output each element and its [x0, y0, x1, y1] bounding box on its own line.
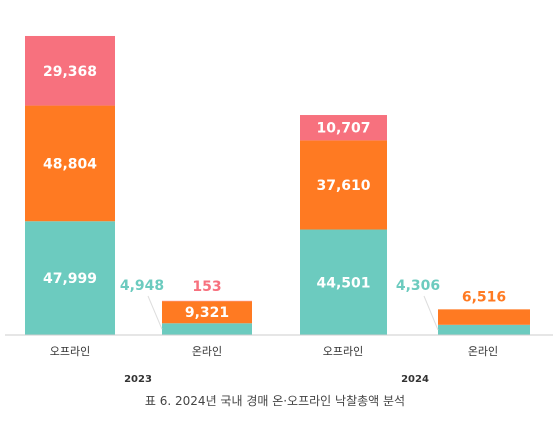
bar-segment-pink [25, 35, 115, 106]
bar-segment-orange [300, 140, 387, 230]
data-label: 153 [192, 279, 221, 295]
data-label: 6,516 [462, 289, 506, 305]
bar-segment-orange [25, 105, 115, 222]
category-label: 온라인 [192, 345, 222, 358]
data-label: 48,804 [43, 156, 97, 172]
bar-segment-teal [25, 221, 115, 335]
leader-line [423, 295, 439, 331]
data-label: 29,368 [43, 64, 97, 80]
category-label: 오프라인 [323, 345, 363, 358]
bar-segment-orange [162, 301, 252, 324]
data-label: 9,321 [185, 305, 229, 321]
labels-layer: 47,999 48,804 29,368 4,948 9,321 153 44,501 37,… [43, 64, 506, 331]
data-label: 37,610 [316, 178, 370, 194]
leader-line [147, 295, 163, 330]
year-label: 2024 [401, 374, 429, 385]
bars-layer [25, 35, 530, 335]
bar-segment-orange [438, 309, 530, 325]
bar-segment-teal [300, 229, 387, 335]
data-label: 10,707 [316, 121, 370, 137]
data-label: 4,948 [120, 278, 164, 294]
bar-segment-teal [162, 323, 252, 335]
year-label: 2023 [124, 374, 152, 385]
bar-segment-teal [438, 324, 530, 335]
data-label: 4,306 [396, 278, 440, 294]
data-label: 44,501 [316, 275, 370, 291]
data-label: 47,999 [43, 271, 97, 287]
category-label: 오프라인 [50, 345, 90, 358]
bar-segment-pink [300, 115, 387, 141]
category-label: 온라인 [468, 345, 498, 358]
caption: 표 6. 2024년 국내 경매 온·오프라인 낙찰총액 분석 [145, 394, 405, 408]
